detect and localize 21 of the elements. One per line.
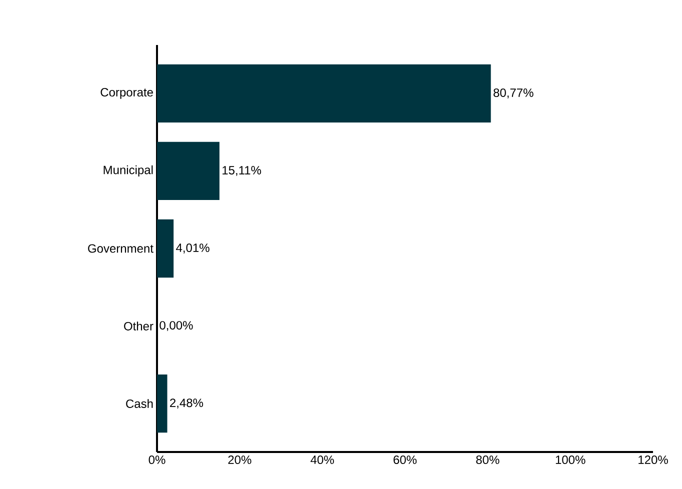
- data-label: 80,77%: [494, 88, 534, 98]
- x-tick-label: 120%: [638, 456, 668, 464]
- bar: [157, 142, 220, 200]
- data-label: 2,48%: [170, 398, 204, 409]
- bar: [157, 219, 174, 278]
- data-label: 0,00%: [160, 321, 193, 331]
- x-tick-label: 0%: [148, 456, 166, 464]
- x-tick-label: 20%: [228, 456, 252, 464]
- y-tick-label: Other: [124, 322, 154, 330]
- bar: [157, 374, 168, 433]
- data-label: 4,01%: [176, 244, 210, 254]
- y-tick-label: Municipal: [104, 165, 153, 177]
- x-tick-label: 80%: [476, 456, 500, 464]
- data-label: 15,11%: [222, 166, 262, 176]
- x-tick-label: 40%: [310, 456, 334, 464]
- y-tick-label: Cash: [126, 399, 153, 408]
- bar: [157, 64, 491, 123]
- y-tick-label: Corporate: [100, 88, 153, 99]
- x-tick-label: 100%: [556, 456, 586, 464]
- x-tick-label: 60%: [394, 456, 417, 464]
- y-tick-label: Government: [88, 244, 154, 253]
